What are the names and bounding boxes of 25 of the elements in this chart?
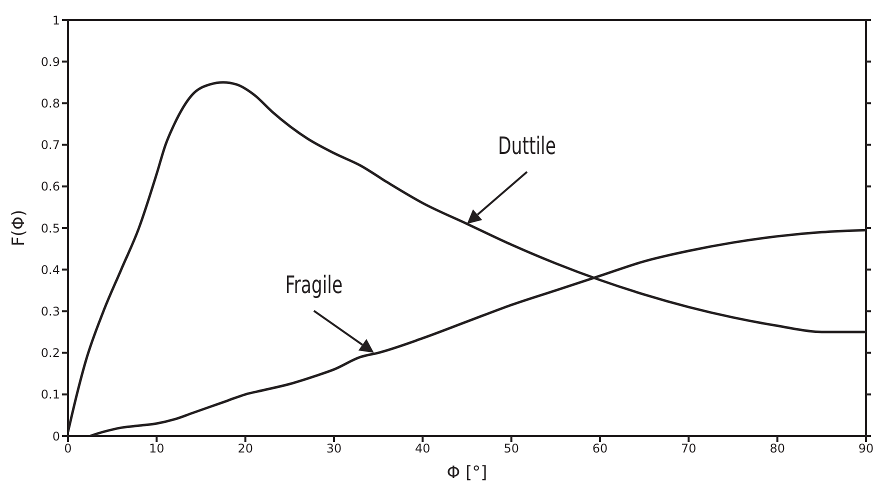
y-tick-label: 0.7 [40,138,60,152]
x-axis-title: Φ [°] [446,463,488,483]
x-tick-label: 30 [326,442,342,456]
x-tick-label: 40 [415,442,430,456]
y-tick-label: 0.5 [40,221,60,236]
y-axis-title: F(Φ) [9,210,30,246]
y-tick-label: 0.8 [40,96,60,110]
x-tick-label: 60 [592,442,608,456]
y-tick-label: 1 [52,13,60,28]
annotation: Duttile [498,132,556,160]
annotation: Fragile [285,272,343,300]
y-tick-label: 0.9 [40,54,60,69]
x-tick-label: 70 [681,442,696,456]
x-tick-label: 20 [238,442,253,456]
y-tick-label: 0.2 [40,346,60,360]
y-tick-label: 0 [52,429,60,444]
x-tick-label: 10 [149,442,164,456]
y-tick-label: 0.6 [40,180,60,194]
y-tick-label: 0.3 [40,304,60,318]
x-tick-label: 50 [504,442,519,456]
x-tick-label: 90 [858,442,874,456]
x-tick-label: 0 [64,442,72,456]
y-tick-label: 0.4 [40,262,60,277]
y-tick-label: 0.1 [40,388,60,402]
x-tick-label: 80 [770,442,785,456]
